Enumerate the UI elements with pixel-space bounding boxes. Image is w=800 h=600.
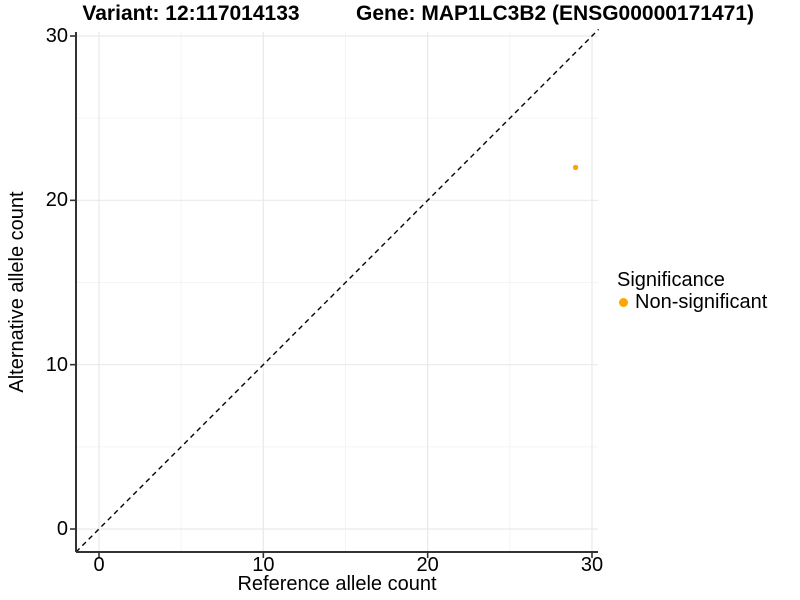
x-tick-label-10: 10	[252, 554, 275, 576]
y-tick-label-10: 10	[45, 353, 68, 376]
legend-item-label: Non-significant	[635, 291, 768, 313]
x-tick-label-30: 30	[580, 554, 604, 576]
y-tick-label-20: 20	[45, 189, 68, 212]
x-tick-label-0: 0	[93, 554, 105, 576]
y-tick-label-30: 30	[45, 25, 68, 47]
gene-title: Gene: MAP1LC3B2 (ENSG00000171471)	[355, 2, 754, 25]
legend-title: Significance	[617, 269, 725, 291]
legend-item: Non-significant	[617, 291, 767, 313]
x-axis-title: Reference allele count	[237, 573, 437, 595]
y-tick-label-0: 0	[56, 518, 68, 540]
plot-panel	[70, 28, 600, 558]
point-icon	[619, 297, 628, 307]
x-tick-label-20: 20	[416, 554, 439, 576]
legend: Significance Non-significant	[617, 270, 767, 313]
y-axis-title: Alternative allele count	[6, 191, 28, 393]
variant-title: Variant: 12:117014133	[82, 2, 300, 25]
